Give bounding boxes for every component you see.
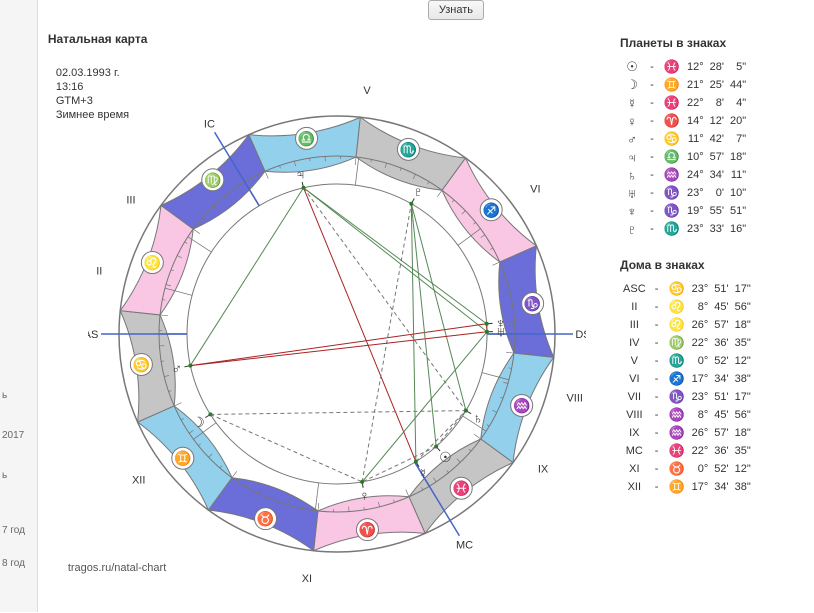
table-row: VI-♐17°34'38" [620,370,754,388]
svg-text:♑: ♑ [524,296,541,313]
table-row: ☉-♓12°28'5" [620,58,749,76]
svg-text:♏: ♏ [400,141,417,158]
svg-text:V: V [363,85,371,97]
svg-text:AS: AS [88,329,98,341]
svg-text:♈: ♈ [359,522,376,539]
svg-text:XII: XII [132,475,145,487]
svg-text:♀: ♀ [359,488,370,504]
table-row: ☿-♓22°8'4" [620,94,749,112]
svg-text:XI: XI [302,573,312,585]
table-row: ♅-♑23°0'10" [620,184,749,202]
submit-button[interactable]: Узнать [428,0,484,20]
svg-text:VIII: VIII [566,392,583,404]
credit-text: tragos.ru/natal-chart [68,562,166,574]
table-row: ASC-♋23°51'17" [620,280,754,298]
table-row: MC-♓22°36'35" [620,442,754,460]
svg-text:♂: ♂ [171,361,182,377]
svg-text:MC: MC [456,539,473,551]
table-row: XI-♉0°52'12" [620,460,754,478]
svg-text:♓: ♓ [452,480,469,497]
svg-text:♍: ♍ [204,172,221,189]
natal-wheel: ♋♌♍♎♏♐♑♒♓♈♉♊ASIIIIIICVVIDSVIIIIXMCXIXII☉… [88,50,586,548]
svg-text:☉: ☉ [439,449,452,465]
left-sidebar-strip: ь 2017 ь 7 год 8 год [0,0,38,612]
table-row: VII-♑23°51'17" [620,388,754,406]
houses-table: ASC-♋23°51'17"II-♌8°45'56"III-♌26°57'18"… [620,280,754,496]
houses-heading: Дома в знаках [620,258,810,272]
chart-title: Натальная карта [48,32,148,46]
table-row: II-♌8°45'56" [620,298,754,316]
planets-heading: Планеты в знаках [620,36,810,50]
svg-text:♒: ♒ [513,397,530,414]
table-row: ♇-♏23°33'16" [620,220,749,238]
svg-text:☿: ☿ [418,466,429,482]
svg-text:IX: IX [538,463,549,475]
table-row: ♄-♒24°34'11" [620,166,749,184]
svg-text:♄: ♄ [473,410,484,426]
table-row: III-♌26°57'18" [620,316,754,334]
svg-text:IC: IC [204,119,215,131]
svg-text:♊: ♊ [174,450,191,467]
svg-text:♆: ♆ [495,315,506,331]
table-row: ♃-♎10°57'18" [620,148,749,166]
planets-table: ☉-♓12°28'5"☽-♊21°25'44"☿-♓22°8'4"♀-♈14°1… [620,58,749,238]
svg-text:VI: VI [530,183,540,195]
svg-text:♉: ♉ [257,511,274,528]
table-row: ♀-♈14°12'20" [620,112,749,130]
svg-text:☽: ☽ [192,414,205,430]
svg-text:♎: ♎ [298,130,315,147]
svg-text:♋: ♋ [132,356,149,373]
table-row: ☽-♊21°25'44" [620,76,749,94]
svg-text:♌: ♌ [143,255,160,272]
chart-panel: Узнать Натальная карта 02.03.1993 г. 13:… [38,0,616,612]
svg-text:♃: ♃ [295,166,306,182]
table-row: ♆-♑19°55'51" [620,202,749,220]
table-row: V-♏0°52'12" [620,352,754,370]
table-row: IV-♍22°36'35" [620,334,754,352]
table-row: XII-♊17°34'38" [620,478,754,496]
svg-text:II: II [96,266,102,278]
svg-text:III: III [126,195,135,207]
svg-text:DS: DS [575,329,586,341]
table-row: VIII-♒8°45'56" [620,406,754,424]
data-panel: Планеты в знаках ☉-♓12°28'5"☽-♊21°25'44"… [616,0,814,612]
table-row: IX-♒26°57'18" [620,424,754,442]
table-row: ♂-♋11°42'7" [620,130,749,148]
svg-text:♐: ♐ [482,202,499,219]
svg-text:♇: ♇ [413,184,424,200]
